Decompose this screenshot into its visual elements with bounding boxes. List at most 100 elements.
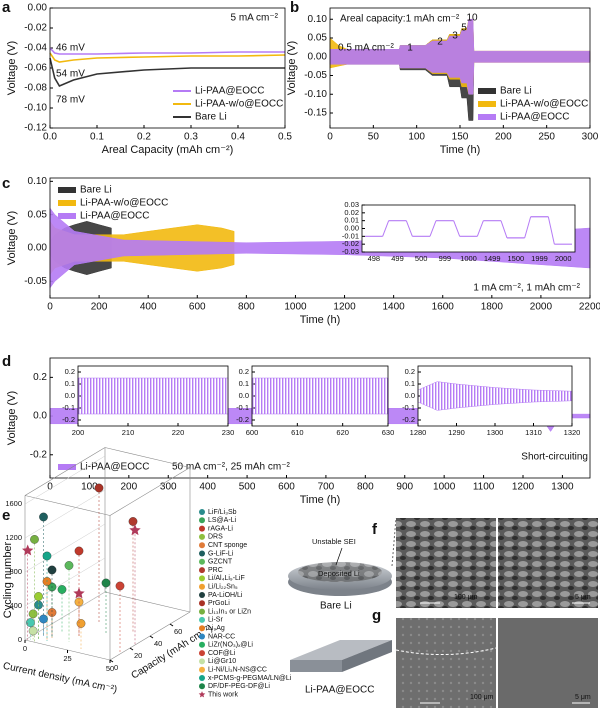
y-tick-label: 0 xyxy=(114,663,118,672)
legend-label: DRS xyxy=(208,534,223,541)
zoom-line xyxy=(391,517,397,567)
x-axis-label: Time (h) xyxy=(440,144,481,156)
x-tick-label: 1290 xyxy=(448,428,465,437)
legend-swatch xyxy=(199,675,205,681)
legend-label: Bare Li xyxy=(500,86,532,97)
legend-label: Li/Al₄Li₉-LiF xyxy=(208,575,245,582)
legend-swatch xyxy=(199,509,205,515)
x-tick-label: 1300 xyxy=(487,428,504,437)
y-tick-label: -0.02 xyxy=(342,239,359,248)
y-tick-label: 0.1 xyxy=(405,379,415,388)
box-edge xyxy=(109,467,191,516)
legend-label: Li₉Ag xyxy=(208,625,225,632)
point xyxy=(28,609,38,619)
plot-frame xyxy=(49,7,286,129)
step-riser xyxy=(382,220,390,237)
legend-label: Li-PAA@EOCC xyxy=(80,211,149,222)
sem-image xyxy=(498,518,598,608)
point xyxy=(39,512,48,522)
y-tick-label: -0.10 xyxy=(304,89,327,100)
legend-label: Bare Li xyxy=(195,112,227,123)
point xyxy=(26,618,35,627)
y-tick-label: 0.05 xyxy=(28,209,48,220)
panel-label: f xyxy=(372,521,378,538)
x-tick-label: 200 xyxy=(72,428,85,437)
x-tick-label: 250 xyxy=(538,132,555,143)
annotation: 2 xyxy=(437,37,443,48)
x-tick-label: 0 xyxy=(327,132,333,143)
legend-label: Li-PAA-w/o@EOCC xyxy=(195,99,283,110)
annotation: 78 mV xyxy=(56,95,85,106)
x-tick-label: 210 xyxy=(122,428,135,437)
point xyxy=(101,578,111,588)
legend-swatch xyxy=(198,691,206,698)
plot-frame xyxy=(329,7,591,129)
layer-line xyxy=(395,647,497,656)
z-tick-label: 400 xyxy=(9,601,22,610)
x-tick-label: 0.2 xyxy=(137,132,151,143)
point xyxy=(129,524,141,536)
legend-swatch xyxy=(199,683,205,690)
illustration-g: Li-PAA@EOCC 100 μm 5 μm xyxy=(290,618,598,708)
point xyxy=(73,587,85,599)
y-tick-label: 60 xyxy=(174,627,182,636)
point xyxy=(47,608,57,617)
annotation: Areal capacity:1 mAh cm⁻² xyxy=(340,14,460,25)
legend-label: G-LiF-Li xyxy=(208,550,234,557)
x-tick-label: 1500 xyxy=(507,254,524,263)
grid-line xyxy=(24,523,106,573)
y-tick-label: -0.10 xyxy=(24,103,47,114)
x-tick-label: 700 xyxy=(318,482,335,493)
x-tick-label: 498 xyxy=(368,254,381,263)
x-tick-label: 1310 xyxy=(525,428,542,437)
x-tick-label: 900 xyxy=(396,482,413,493)
panel-label: e xyxy=(2,507,10,524)
y-tick-label: -0.08 xyxy=(24,83,47,94)
y-tick-label: -0.2 xyxy=(62,415,75,424)
x-tick-label: 1400 xyxy=(383,302,406,313)
y-tick-label: -0.15 xyxy=(304,108,327,119)
caption: Li-PAA@EOCC xyxy=(305,685,374,696)
y-tick-label: -0.2 xyxy=(402,415,415,424)
point xyxy=(57,585,67,594)
legend-label: PRC xyxy=(208,567,223,574)
y-tick xyxy=(169,623,174,627)
z-tick-label: 0 xyxy=(18,635,22,644)
x-tick-label: 610 xyxy=(291,428,304,437)
legend-label: LiZr(NO₃)ₓ@Li xyxy=(208,642,253,649)
y-tick-label: -0.05 xyxy=(304,70,327,81)
x-tick-label: 1300 xyxy=(551,482,574,493)
y-tick-label: 0.00 xyxy=(344,223,359,232)
point xyxy=(39,614,48,624)
legend-swatch xyxy=(199,558,205,565)
y-tick-label: 0.01 xyxy=(344,216,359,225)
point xyxy=(34,592,43,601)
y-tick-label: 0.00 xyxy=(28,243,48,254)
line xyxy=(49,52,286,63)
legend-label: Li/Li₂₂Sn₅ xyxy=(208,584,238,591)
slab-side xyxy=(342,640,392,672)
x-tick-label: 0.4 xyxy=(231,132,245,143)
point xyxy=(74,546,84,556)
inner-label: Deposited Li xyxy=(318,569,360,578)
y-tick-label: 20 xyxy=(134,651,142,660)
legend-swatch xyxy=(199,650,205,657)
legend-swatch xyxy=(199,517,205,524)
annotation: Short-circuiting xyxy=(521,452,588,463)
legend-label: CNT sponge xyxy=(208,542,247,549)
point xyxy=(128,517,138,526)
step-riser xyxy=(500,220,508,239)
x-tick-label: 1200 xyxy=(512,482,535,493)
y-tick-label: 0.1 xyxy=(239,379,249,388)
x-tick-label: 1000 xyxy=(284,302,307,313)
x-tick-label: 2200 xyxy=(579,302,600,313)
legend-label: NAR-CC xyxy=(208,633,235,640)
grid-line xyxy=(24,489,106,539)
y-tick-label: 0.2 xyxy=(33,372,47,383)
y-tick-label: -0.04 xyxy=(24,43,47,54)
step-riser xyxy=(476,220,484,237)
plot-frame xyxy=(49,357,591,479)
voltage-band xyxy=(251,377,389,415)
legend-label: Bare Li xyxy=(80,185,112,196)
